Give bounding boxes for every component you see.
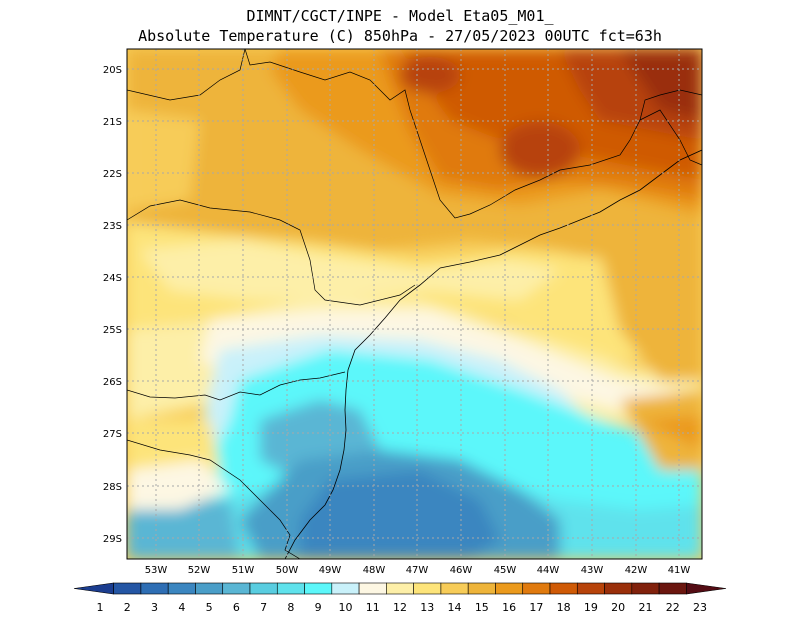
lat-label: 21S bbox=[103, 117, 122, 128]
colorbar-swatch bbox=[495, 582, 524, 595]
colorbar-label: 21 bbox=[638, 601, 652, 614]
lon-label: 51W bbox=[232, 565, 255, 576]
colorbar-swatch bbox=[604, 582, 633, 595]
longitude-labels: 53W 52W 51W 50W 49W 48W 47W 46W 45W 44W … bbox=[145, 565, 691, 576]
colorbar-swatch bbox=[631, 582, 660, 595]
colorbar-label: 23 bbox=[693, 601, 707, 614]
lon-label: 49W bbox=[319, 565, 342, 576]
colorbar-swatch bbox=[276, 582, 305, 595]
lat-label: 25S bbox=[103, 325, 122, 336]
colorbar-label: 19 bbox=[584, 601, 598, 614]
title-line-1: DIMNT/CGCT/INPE - Model Eta05_M01_ bbox=[246, 7, 554, 25]
lon-label: 47W bbox=[406, 565, 429, 576]
lon-label: 52W bbox=[188, 565, 211, 576]
colorbar-swatch bbox=[576, 582, 605, 595]
lon-label: 48W bbox=[363, 565, 386, 576]
colorbar-swatch bbox=[249, 582, 278, 595]
colorbar-swatch bbox=[440, 582, 469, 595]
colorbar-label: 4 bbox=[178, 601, 185, 614]
lon-label: 41W bbox=[668, 565, 691, 576]
colorbar-swatch bbox=[658, 582, 687, 595]
colorbar-label: 2 bbox=[124, 601, 131, 614]
colorbar-label: 12 bbox=[393, 601, 407, 614]
lon-label: 44W bbox=[537, 565, 560, 576]
colorbar-label: 16 bbox=[502, 601, 516, 614]
lat-label: 22S bbox=[103, 169, 122, 180]
graticule bbox=[127, 49, 702, 559]
lon-label: 53W bbox=[145, 565, 168, 576]
colorbar-swatch bbox=[467, 582, 496, 595]
colorbar-label: 13 bbox=[420, 601, 434, 614]
colorbar-swatch bbox=[331, 582, 360, 595]
colorbar-swatch bbox=[358, 582, 387, 595]
lon-label: 43W bbox=[581, 565, 604, 576]
lat-label: 27S bbox=[103, 429, 122, 440]
lon-label: 42W bbox=[625, 565, 648, 576]
lat-label: 24S bbox=[103, 273, 122, 284]
colorbar-swatch bbox=[140, 582, 169, 595]
colorbar-swatch bbox=[222, 582, 251, 595]
colorbar-label: 9 bbox=[315, 601, 322, 614]
colorbar-label: 18 bbox=[557, 601, 571, 614]
lat-label: 29S bbox=[103, 534, 122, 545]
title-line-2: Absolute Temperature (C) 850hPa - 27/05/… bbox=[138, 27, 662, 45]
temperature-field bbox=[127, 49, 702, 559]
latitude-labels: 20S 21S 22S 23S 24S 25S 26S 27S 28S 29S bbox=[103, 65, 122, 545]
colorbar-label: 3 bbox=[151, 601, 158, 614]
colorbar-label: 17 bbox=[529, 601, 543, 614]
colorbar-label: 8 bbox=[287, 601, 294, 614]
colorbar-swatch bbox=[386, 582, 414, 595]
lat-label: 28S bbox=[103, 482, 122, 493]
lat-label: 20S bbox=[103, 65, 122, 76]
colorbar-swatch bbox=[413, 582, 442, 595]
lon-label: 45W bbox=[494, 565, 517, 576]
state-borders bbox=[127, 49, 702, 559]
coastline bbox=[284, 149, 702, 559]
colorbar-label: 14 bbox=[448, 601, 462, 614]
lon-label: 46W bbox=[450, 565, 473, 576]
lat-label: 26S bbox=[103, 377, 122, 388]
colorbar-swatch bbox=[113, 582, 142, 595]
colorbar-swatch bbox=[304, 582, 333, 595]
colorbar-label: 1 bbox=[97, 601, 104, 614]
colorbar-swatch bbox=[195, 582, 224, 595]
colorbar: 1 2 3 4 5 6 7 8 9 10 11 12 13 14 15 16 17 18 19 20 21 22 23 bbox=[73, 582, 727, 614]
colorbar-swatch bbox=[522, 582, 551, 595]
colorbar-label: 11 bbox=[366, 601, 380, 614]
colorbar-label: 5 bbox=[206, 601, 213, 614]
colorbar-swatch bbox=[167, 582, 196, 595]
colorbar-label: 22 bbox=[666, 601, 680, 614]
colorbar-label: 15 bbox=[475, 601, 489, 614]
colorbar-swatch bbox=[686, 582, 727, 595]
lon-label: 50W bbox=[276, 565, 299, 576]
colorbar-label: 6 bbox=[233, 601, 240, 614]
colorbar-label: 20 bbox=[611, 601, 625, 614]
map-frame bbox=[126, 48, 703, 560]
colorbar-swatch bbox=[73, 582, 114, 595]
lat-label: 23S bbox=[103, 221, 122, 232]
colorbar-label: 7 bbox=[260, 601, 267, 614]
colorbar-label: 10 bbox=[338, 601, 352, 614]
colorbar-swatch bbox=[549, 582, 578, 595]
